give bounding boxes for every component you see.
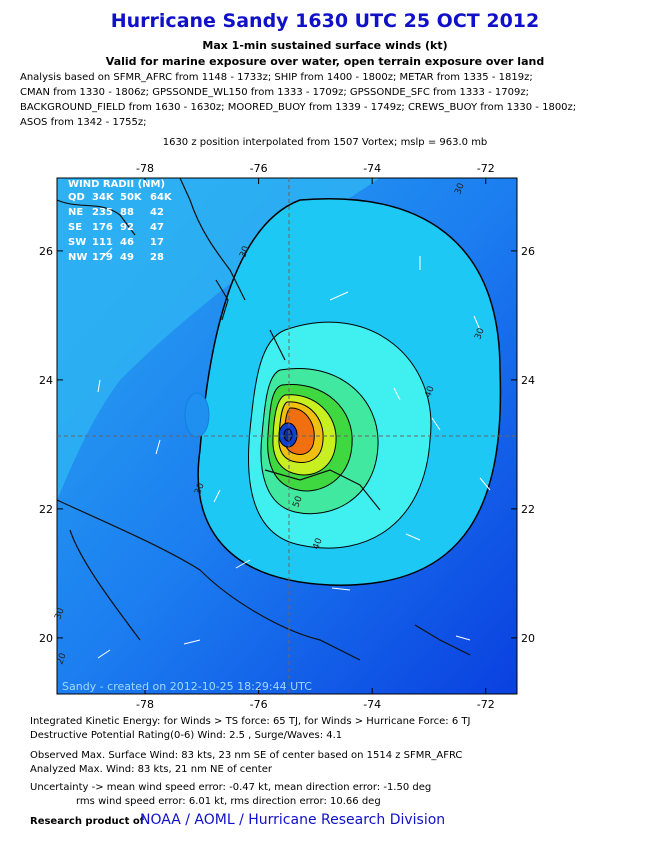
wind-radii-cell: 92 [120, 222, 134, 233]
x-tick-label: -76 [250, 698, 268, 711]
wind-radii-cell: NE [68, 207, 83, 218]
contour-label: 30 [453, 182, 466, 196]
credit: Sandy - created on 2012-10-25 18:29:44 U… [62, 680, 312, 693]
wind-radii-cell: 17 [150, 237, 164, 248]
y-tick-label: 20 [39, 632, 53, 645]
y-tick-label: 26 [39, 245, 53, 258]
wind-radii-header: 34K [92, 192, 115, 203]
org-link[interactable]: NOAA / AOML / Hurricane Research Divisio… [140, 812, 446, 828]
x-tick-label: -76 [250, 162, 268, 175]
wind-radii-cell: 111 [92, 237, 113, 248]
contour-label: 50 [291, 495, 304, 509]
wind-radii-cell: 42 [150, 207, 164, 218]
wind-radii-cell: 46 [120, 237, 134, 248]
analyzed: Analyzed Max. Wind: 83 kts, 21 nm NE of … [30, 764, 272, 775]
wind-radii-cell: 88 [120, 207, 134, 218]
y-tick-label: 22 [521, 503, 535, 516]
observed: Observed Max. Surface Wind: 83 kts, 23 n… [30, 750, 463, 761]
uncertainty: Uncertainty -> mean wind speed error: -0… [30, 782, 432, 793]
rms: rms wind speed error: 6.01 kt, rms direc… [76, 796, 381, 807]
y-tick-label: 24 [521, 374, 535, 387]
ike: Integrated Kinetic Energy: for Winds > T… [30, 716, 471, 727]
contour-label: 30 [193, 482, 206, 496]
wind-radii-title: WIND RADII (NM) [68, 179, 165, 190]
research: Research product of [30, 816, 145, 827]
wind-radii-cell: 28 [150, 252, 164, 263]
dpr: Destructive Potential Rating(0-6) Wind: … [30, 730, 343, 741]
y-tick-label: 26 [521, 245, 535, 258]
wind-radii-cell: 235 [92, 207, 113, 218]
y-tick-label: 20 [521, 632, 535, 645]
wind-arrows [97, 247, 491, 659]
x-tick-label: -72 [477, 698, 495, 711]
wind-radii-header: 50K [120, 192, 143, 203]
analysis-line: Analysis based on SFMR_AFRC from 1148 - … [20, 72, 533, 83]
wind-field [57, 178, 517, 694]
x-tick-label: -74 [363, 162, 381, 175]
wind-radii-header: 64K [150, 192, 173, 203]
wind-radii-cell: 179 [92, 252, 113, 263]
subtitle: Max 1-min sustained surface winds (kt) [202, 39, 448, 52]
contour-label: 30 [53, 607, 66, 621]
contour-label: 20 [55, 652, 68, 666]
contour-label: 30 [473, 327, 486, 341]
x-tick-label: -72 [477, 162, 495, 175]
x-tick-label: -74 [363, 698, 381, 711]
subtitle: Valid for marine exposure over water, op… [105, 55, 545, 68]
x-tick-label: -78 [136, 162, 154, 175]
x-tick-label: -78 [136, 698, 154, 711]
wind-radii-cell: NW [68, 252, 87, 263]
wind-radii-cell: 49 [120, 252, 134, 263]
position-note: 1630 z position interpolated from 1507 V… [162, 137, 488, 148]
y-tick-label: 22 [39, 503, 53, 516]
wind-radii-cell: SE [68, 222, 82, 233]
analysis-line: CMAN from 1330 - 1806z; GPSSONDE_WL150 f… [20, 87, 529, 98]
wind-radii-cell: SW [68, 237, 86, 248]
analysis-line: ASOS from 1342 - 1755z; [20, 117, 147, 128]
wind-radii-cell: 47 [150, 222, 164, 233]
analysis-line: BACKGROUND_FIELD from 1630 - 1630z; MOOR… [20, 102, 577, 113]
contour-label: 30 [238, 245, 251, 259]
y-tick-label: 24 [39, 374, 53, 387]
contour-label: 40 [423, 385, 436, 399]
wind-radii-header: QD [68, 192, 85, 203]
wind-radii-cell: 176 [92, 222, 113, 233]
title: Hurricane Sandy 1630 UTC 25 OCT 2012 [110, 10, 540, 32]
contour-label: 40 [311, 537, 324, 551]
